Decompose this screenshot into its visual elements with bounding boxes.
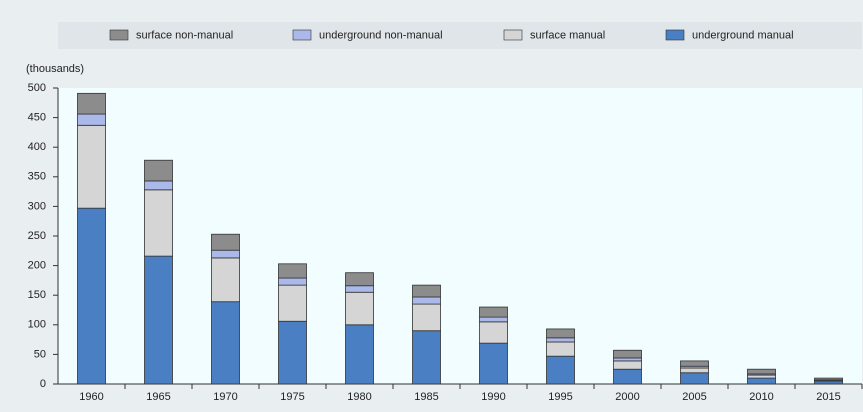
bar-segment <box>278 277 307 286</box>
x-tick-label: 1980 <box>347 391 371 403</box>
bar-segment <box>144 180 173 191</box>
legend-label: surface manual <box>530 29 605 41</box>
bar-segment <box>211 257 240 303</box>
bar-segment <box>77 124 106 209</box>
x-tick-label: 1995 <box>548 391 572 403</box>
bar-segment <box>546 355 575 385</box>
bar-segment <box>479 321 508 344</box>
x-tick-label: 2015 <box>816 391 840 403</box>
bar-segment <box>412 296 441 305</box>
y-tick-label: 300 <box>28 200 46 212</box>
bar-segment <box>680 360 709 367</box>
bar-segment <box>211 233 240 251</box>
bar-segment <box>144 255 173 385</box>
bar-segment <box>211 249 240 259</box>
bar-segment <box>412 284 441 298</box>
bar-segment <box>479 316 508 323</box>
x-tick-label: 2010 <box>749 391 773 403</box>
bar-segment <box>144 189 173 257</box>
bar-segment <box>613 357 642 362</box>
legend-swatch <box>292 29 312 41</box>
bar-segment <box>613 368 642 385</box>
bar-segment <box>680 367 709 374</box>
x-tick-label: 2005 <box>682 391 706 403</box>
bar-segment <box>814 377 843 381</box>
y-tick-label: 100 <box>28 319 46 331</box>
y-tick-label: 450 <box>28 112 46 124</box>
bar-segment <box>345 324 374 385</box>
legend-label: underground manual <box>692 29 794 41</box>
bar-segment <box>613 349 642 359</box>
bar-segment <box>680 372 709 385</box>
bar-segment <box>77 92 106 115</box>
bar-segment <box>144 159 173 182</box>
x-tick-label: 1960 <box>79 391 103 403</box>
y-tick-label: 350 <box>28 171 46 183</box>
x-tick-label: 1985 <box>414 391 438 403</box>
y-tick-label: 250 <box>28 230 46 242</box>
bar-segment <box>211 301 240 385</box>
x-tick-label: 1965 <box>146 391 170 403</box>
y-axis-label: (thousands) <box>26 63 84 75</box>
legend-swatch <box>109 29 129 41</box>
legend-swatch <box>503 29 523 41</box>
bar-segment <box>479 342 508 385</box>
y-tick-label: 150 <box>28 289 46 301</box>
plot-area <box>58 88 862 384</box>
y-tick-label: 500 <box>28 82 46 94</box>
x-tick-label: 1970 <box>213 391 237 403</box>
y-tick-label: 400 <box>28 141 46 153</box>
x-tick-label: 1990 <box>481 391 505 403</box>
bar-segment <box>747 374 776 379</box>
bar-segment <box>546 328 575 339</box>
legend-label: underground non-manual <box>319 29 443 41</box>
bar-segment <box>747 377 776 385</box>
legend-label: surface non-manual <box>136 29 233 41</box>
bar-segment <box>278 284 307 322</box>
bar-segment <box>278 263 307 279</box>
bar-segment <box>479 306 508 318</box>
bar-segment <box>747 368 776 375</box>
x-tick-label: 2000 <box>615 391 639 403</box>
x-tick-label: 1975 <box>280 391 304 403</box>
bar-segment <box>345 285 374 293</box>
bar-segment <box>345 272 374 287</box>
bar-segment <box>278 320 307 385</box>
bar-segment <box>546 337 575 343</box>
y-tick-label: 50 <box>34 348 46 360</box>
bar-segment <box>546 341 575 357</box>
bar-segment <box>412 330 441 385</box>
legend-band <box>58 22 862 49</box>
bar-segment <box>613 360 642 370</box>
legend-swatch <box>665 29 685 41</box>
y-tick-label: 0 <box>40 378 46 390</box>
bar-segment <box>77 207 106 385</box>
bar-segment <box>412 303 441 332</box>
bar-segment <box>345 291 374 326</box>
bar-segment <box>77 113 106 126</box>
y-tick-label: 200 <box>28 260 46 272</box>
